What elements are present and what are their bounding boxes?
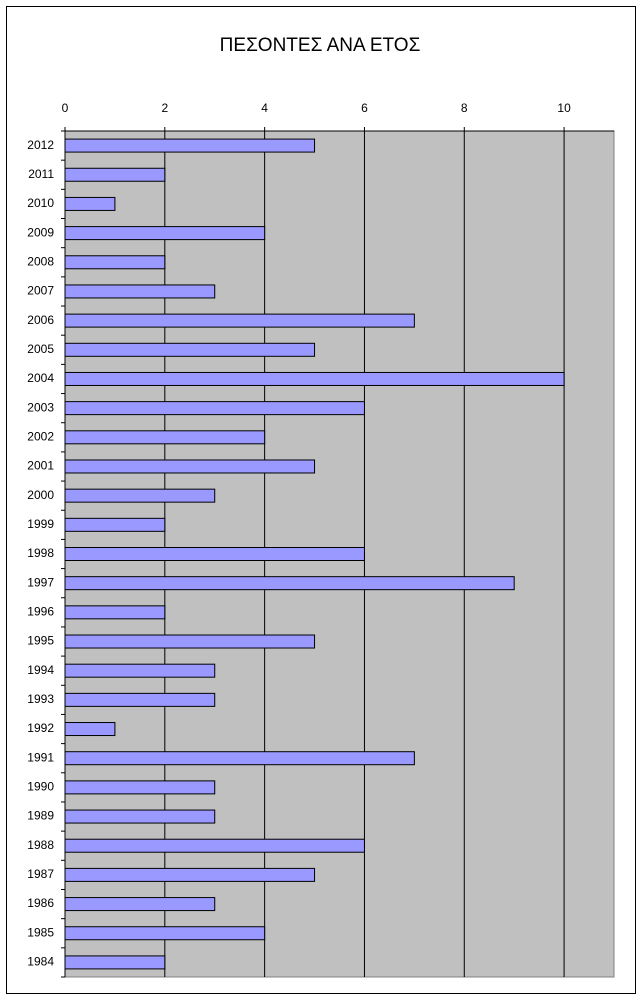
y-tick-label: 2009 xyxy=(27,225,54,239)
bar xyxy=(64,226,266,241)
y-tick-label: 1997 xyxy=(27,575,54,589)
y-tick-label: 1989 xyxy=(27,809,54,823)
bar xyxy=(64,838,365,853)
y-tick-label: 1990 xyxy=(27,780,54,794)
bar xyxy=(64,430,266,445)
y-tick-label: 2002 xyxy=(27,429,54,443)
y-tick-label: 1991 xyxy=(27,750,54,764)
bar xyxy=(64,955,166,970)
bar xyxy=(64,547,365,561)
y-tick-label: 1994 xyxy=(27,663,54,677)
y-tick-label: 2007 xyxy=(27,284,54,298)
y-tick-label: 2004 xyxy=(27,371,54,385)
x-tick-label: 6 xyxy=(361,101,368,115)
bar xyxy=(64,663,216,678)
x-tick-label: 4 xyxy=(261,101,268,115)
bar xyxy=(64,867,316,882)
y-tick-label: 2000 xyxy=(27,488,54,502)
bar xyxy=(64,284,216,299)
bar xyxy=(64,342,316,357)
bar xyxy=(64,401,365,416)
bar xyxy=(64,751,415,766)
bar xyxy=(64,138,316,153)
bar xyxy=(64,488,216,503)
y-tick-label: 2008 xyxy=(27,254,54,268)
y-tick-label: 1996 xyxy=(27,605,54,619)
y-tick-label: 2006 xyxy=(27,313,54,327)
bar xyxy=(64,255,166,270)
y-tick-label: 1999 xyxy=(27,517,54,531)
x-tick-label: 0 xyxy=(62,101,69,115)
y-tick-label: 1998 xyxy=(27,546,54,560)
x-tick-label: 8 xyxy=(461,101,468,115)
bar xyxy=(64,780,216,795)
y-tick-label: 2011 xyxy=(28,167,54,181)
y-tick-label: 1985 xyxy=(27,925,54,939)
y-tick-label: 2005 xyxy=(27,342,54,356)
bar xyxy=(64,634,316,649)
y-tick-label: 2010 xyxy=(27,196,54,210)
bar xyxy=(64,809,216,824)
y-tick-label: 1984 xyxy=(27,955,54,969)
y-tick-label: 2003 xyxy=(27,400,54,414)
y-tick-label: 1988 xyxy=(27,838,54,852)
bar xyxy=(64,196,116,211)
y-tick-label: 1986 xyxy=(27,896,54,910)
bar xyxy=(64,692,216,707)
x-tick-label: 10 xyxy=(557,101,571,115)
y-tick-label: 1995 xyxy=(27,634,54,648)
bar xyxy=(64,167,166,182)
y-tick-label: 1993 xyxy=(27,692,54,706)
bar xyxy=(64,576,515,591)
bar xyxy=(64,926,266,941)
bar xyxy=(64,722,116,737)
y-tick-label: 2012 xyxy=(27,138,54,152)
bar xyxy=(64,517,166,532)
bar xyxy=(64,897,216,912)
bar xyxy=(64,371,565,386)
x-tick-label: 2 xyxy=(161,101,168,115)
chart-title: ΠΕΣΟΝΤΕΣ ΑΝΑ ΕΤΟΣ xyxy=(220,35,421,56)
y-tick-label: 1992 xyxy=(27,721,54,735)
bar xyxy=(64,459,316,474)
y-tick-label: 2001 xyxy=(27,459,54,473)
bar xyxy=(64,605,166,620)
bar xyxy=(64,313,415,328)
y-tick-label: 1987 xyxy=(27,867,54,881)
